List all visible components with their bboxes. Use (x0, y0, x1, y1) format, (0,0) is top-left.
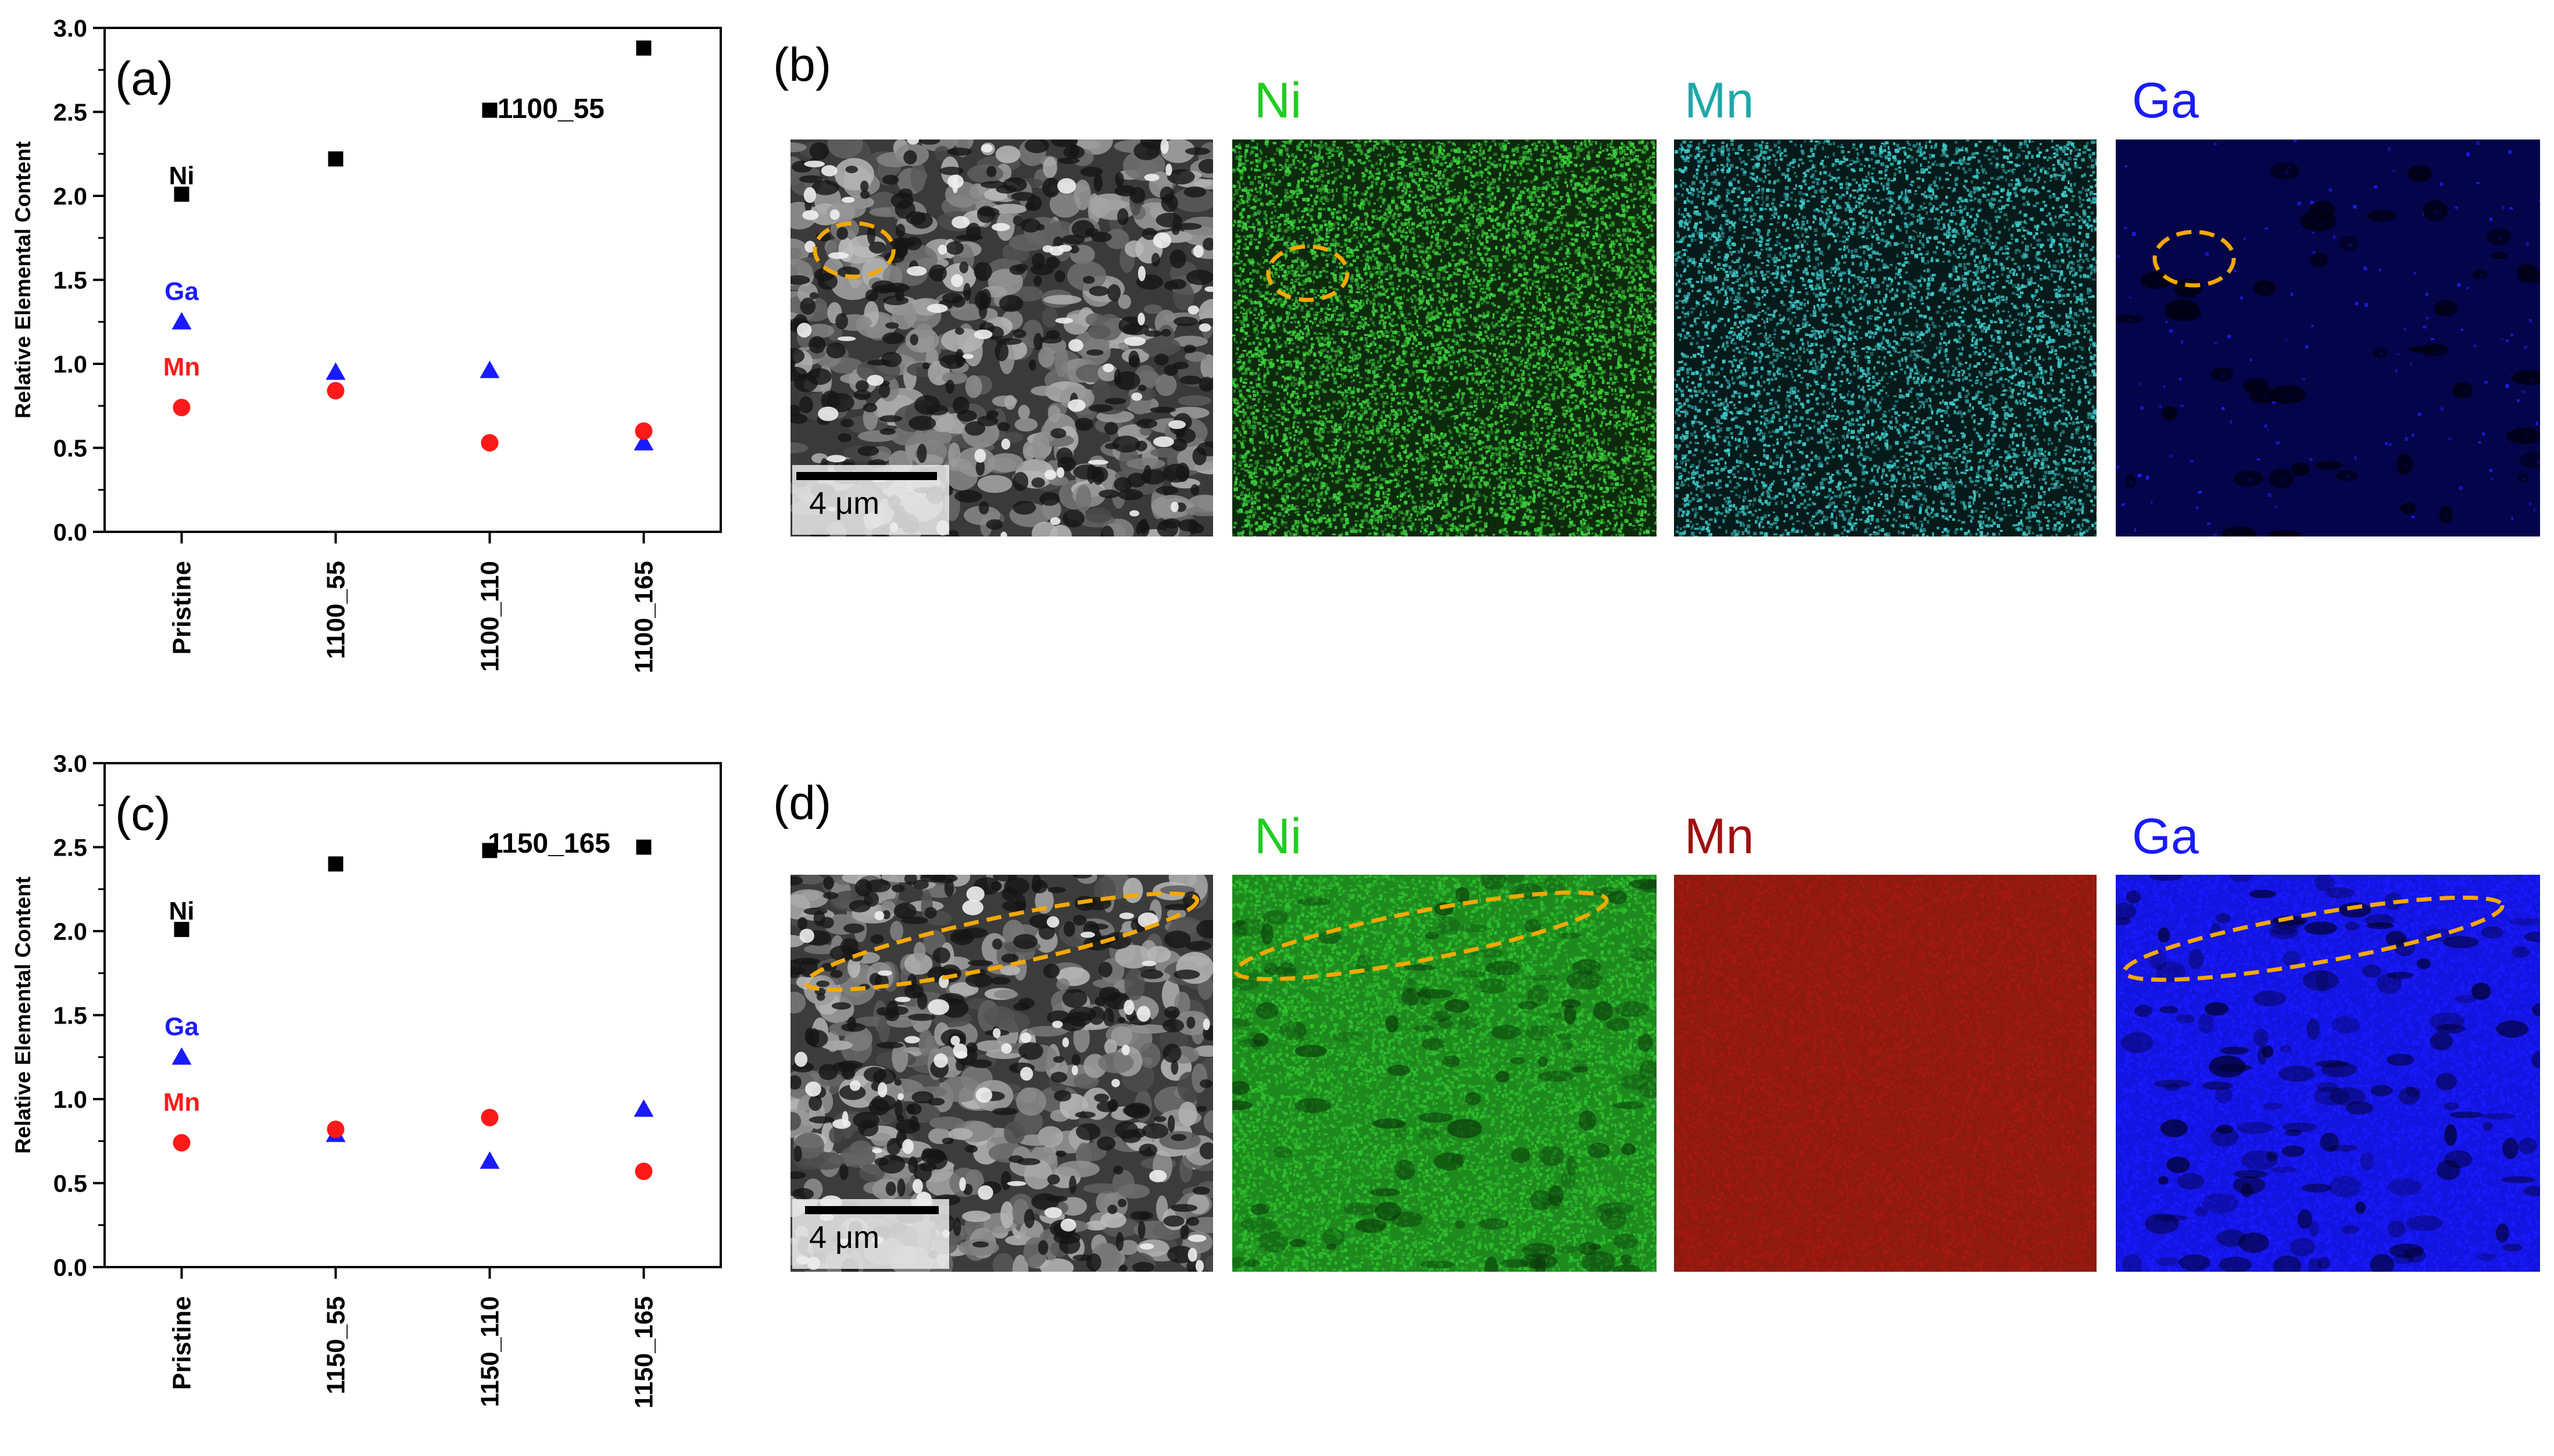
ni-point (328, 856, 344, 871)
ga-point (172, 312, 192, 330)
map-label-b-mn: Mn (1684, 72, 1754, 130)
map-label-d-ni: Ni (1254, 808, 1301, 865)
x-tick-label: 1100_55 (322, 561, 350, 659)
x-tick-label: 1150_110 (476, 1296, 505, 1407)
sample-label-b: 1100_55 (372, 93, 604, 125)
y-tick-label: 3.0 (53, 750, 87, 777)
eds-map-d-mn (1674, 875, 2097, 1272)
series-label-ga: Ga (164, 277, 199, 306)
panel-label: (c) (115, 788, 171, 840)
series-label-mn: Mn (163, 1088, 201, 1117)
x-tick-label: 1150_55 (322, 1296, 350, 1394)
ga-point (480, 361, 500, 378)
image-texture (2116, 139, 2540, 536)
y-tick-label: 1.5 (53, 1002, 87, 1029)
eds-map-b-ga (2116, 139, 2540, 536)
y-tick-label: 2.0 (53, 918, 87, 945)
ga-point (326, 362, 346, 380)
series-label-mn: Mn (163, 353, 201, 381)
panel-label-b: (b) (773, 38, 831, 92)
x-tick-label: Pristine (168, 561, 196, 654)
mn-point (327, 382, 345, 399)
scale-bar-label-d: 4 μm (809, 1219, 879, 1255)
map-label-d-ga: Ga (2132, 808, 2199, 865)
ga-point (634, 1099, 654, 1117)
eds-map-d-ga (2116, 875, 2540, 1272)
y-tick-label: 1.5 (53, 267, 87, 294)
y-tick-label: 0.5 (53, 1170, 87, 1197)
series-label-ni: Ni (169, 162, 195, 190)
y-axis-label: Relative Elemental Content (11, 877, 35, 1154)
mn-point (327, 1121, 345, 1138)
mn-point (635, 1162, 653, 1180)
mn-point (173, 399, 191, 416)
ni-point (636, 840, 652, 855)
scale-bar-b (796, 472, 937, 480)
image-texture (2116, 875, 2540, 1272)
y-tick-label: 0.5 (53, 435, 87, 462)
image-texture (1232, 875, 1657, 1272)
mn-point (173, 1134, 191, 1151)
panel-label-d: (d) (773, 776, 831, 831)
panel-label: (a) (115, 52, 173, 105)
eds-map-b-ni (1232, 139, 1657, 536)
ga-point (172, 1047, 192, 1065)
map-label-b-ni: Ni (1254, 72, 1301, 130)
y-axis-label: Relative Elemental Content (11, 141, 35, 418)
y-tick-label: 2.5 (53, 99, 87, 126)
image-texture (1674, 875, 2097, 1272)
mn-point (481, 1109, 499, 1126)
image-texture (1674, 139, 2097, 536)
mn-point (481, 434, 499, 452)
y-tick-label: 1.0 (53, 350, 87, 378)
series-label-ni: Ni (169, 897, 195, 925)
highlight-ellipse (2155, 232, 2234, 285)
mn-point (635, 423, 653, 440)
y-tick-label: 2.0 (53, 183, 87, 210)
image-texture (1232, 139, 1657, 536)
ni-point (636, 41, 652, 56)
eds-map-d-ni (1232, 875, 1657, 1272)
eds-map-b-mn (1674, 139, 2097, 536)
sample-label-d: 1150_165 (378, 828, 610, 860)
y-tick-label: 0.0 (53, 518, 87, 546)
map-label-d-mn: Mn (1684, 808, 1754, 865)
scale-bar-label-b: 4 μm (809, 485, 879, 521)
x-tick-label: Pristine (168, 1296, 196, 1390)
ga-point (480, 1151, 500, 1169)
x-tick-label: 1100_165 (630, 561, 659, 673)
map-label-b-ga: Ga (2132, 72, 2199, 130)
y-tick-label: 3.0 (53, 15, 87, 42)
x-tick-label: 1150_165 (630, 1296, 659, 1408)
y-tick-label: 2.5 (53, 834, 87, 861)
scale-bar-d (805, 1206, 939, 1214)
y-tick-label: 1.0 (53, 1086, 87, 1113)
x-tick-label: 1100_110 (476, 561, 505, 672)
series-label-ga: Ga (164, 1013, 199, 1041)
ni-point (328, 151, 344, 166)
y-tick-label: 0.0 (53, 1254, 87, 1281)
